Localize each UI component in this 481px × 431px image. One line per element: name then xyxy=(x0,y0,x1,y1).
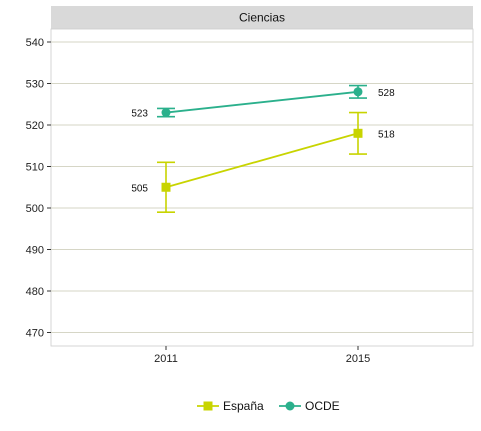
y-tick-label: 540 xyxy=(26,37,44,49)
data-label-ocde: 528 xyxy=(378,88,395,99)
facet-title: Ciencias xyxy=(239,11,285,25)
legend-label: España xyxy=(223,399,264,413)
series-layer: 505 518 523 528 xyxy=(131,84,395,213)
data-label-espaa: 505 xyxy=(131,183,148,194)
legend-item-espaa: España xyxy=(197,399,264,413)
y-tick-label: 520 xyxy=(26,120,44,132)
strip-background xyxy=(51,6,473,29)
y-axis: 470 480 490 500 510 520 530 540 xyxy=(26,37,51,340)
x-tick-label: 2015 xyxy=(346,353,370,365)
y-tick-label: 510 xyxy=(26,162,44,174)
y-tick-label: 530 xyxy=(26,79,44,91)
x-tick-label: 2011 xyxy=(154,353,178,365)
legend: España OCDE xyxy=(197,399,340,413)
grid xyxy=(51,41,473,333)
series-line-espaa xyxy=(165,132,359,189)
data-label-espaa: 518 xyxy=(378,129,395,140)
y-tick-label: 500 xyxy=(26,203,44,215)
y-tick-label: 480 xyxy=(26,286,44,298)
point-espaa xyxy=(161,182,171,192)
y-tick-label: 490 xyxy=(26,245,44,257)
y-tick-label: 470 xyxy=(26,328,44,340)
data-label-ocde: 523 xyxy=(131,109,148,120)
legend-label: OCDE xyxy=(305,399,340,413)
x-axis: 2011 2015 xyxy=(154,346,370,365)
legend-key-marker xyxy=(203,401,213,411)
point-ocde xyxy=(161,108,171,118)
point-espaa xyxy=(353,128,363,138)
point-ocde xyxy=(353,87,363,97)
legend-item-ocde: OCDE xyxy=(279,399,340,413)
legend-key-marker xyxy=(285,401,295,411)
series-line-ocde xyxy=(165,90,359,114)
plot-panel xyxy=(50,28,474,347)
